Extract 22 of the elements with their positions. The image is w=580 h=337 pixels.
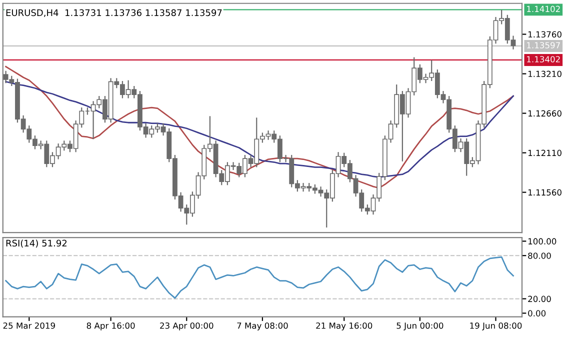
y-tick-label: 1.13760: [528, 31, 562, 38]
ref-line-label: 1.13402: [527, 56, 560, 62]
y-tick-label: 0.00: [528, 310, 546, 316]
x-tick-label: 19 Jun 08:00: [470, 322, 522, 330]
y-tick-label: 20.00: [528, 296, 551, 302]
y-tick-label: 1.13210: [528, 70, 562, 78]
line-series: [5, 256, 514, 299]
y-tick-label: 1.11560: [528, 189, 562, 196]
y-tick-label: 1.12110: [528, 150, 562, 156]
x-tick-label: 23 Apr 00:00: [160, 322, 214, 330]
ref-line-label: 1.14102: [527, 6, 560, 12]
chart-title: RSI(14) 51.92: [6, 240, 67, 248]
y-tick-label: 100.00: [528, 238, 556, 244]
x-tick-label: 25 Mar 2019: [3, 322, 55, 329]
x-tick-label: 8 Apr 16:00: [86, 322, 135, 330]
x-tick-label: 5 Jun 00:00: [396, 322, 444, 330]
y-tick-label: 80.00: [528, 252, 551, 259]
x-tick-label: 21 May 16:00: [316, 322, 372, 330]
text: EURUSD,H4 1.13731 1.13736 1.13587 1.13597: [6, 9, 222, 18]
ref-line-label: 1.13597: [527, 42, 560, 48]
x-tick-label: 7 May 08:00: [237, 322, 288, 330]
y-tick-label: 1.12660: [528, 110, 562, 117]
